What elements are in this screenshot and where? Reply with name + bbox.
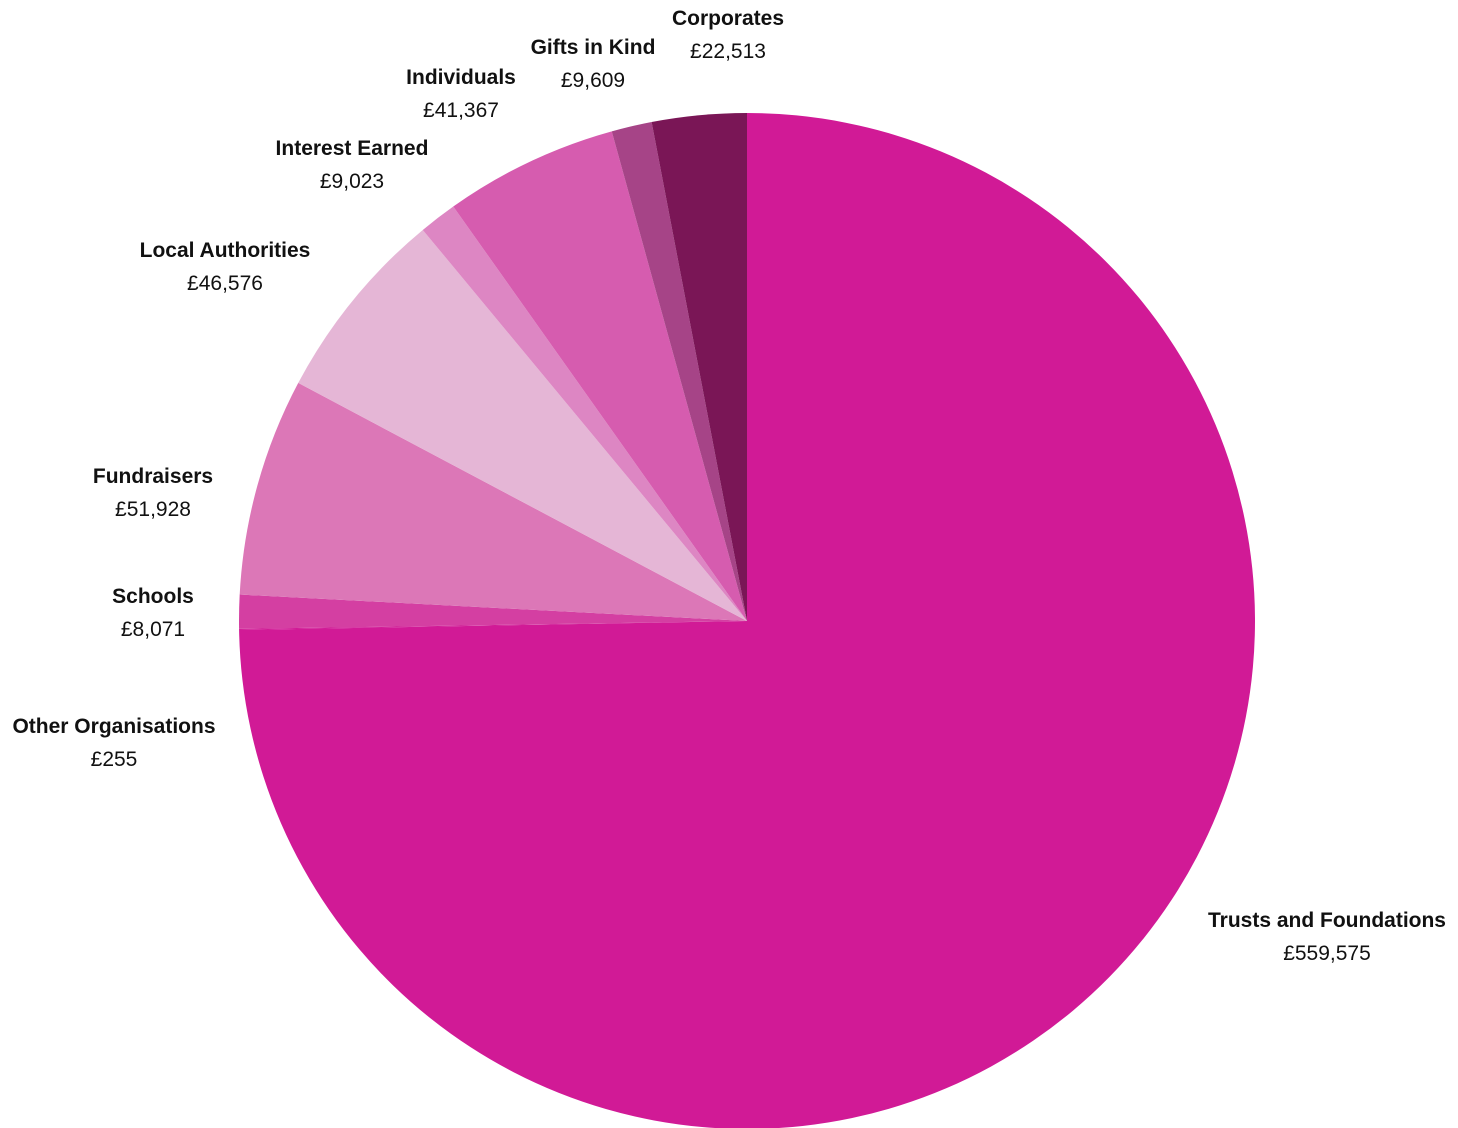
pie-slices: [238, 113, 1255, 1128]
slice-label-name: Fundraisers: [93, 465, 213, 488]
slice-label-value: £8,071: [121, 618, 185, 641]
pie-slice: [611, 122, 747, 621]
slice-label-value: £9,023: [320, 170, 384, 193]
slice-label-value: £22,513: [690, 40, 766, 63]
slice-label-name: Other Organisations: [12, 715, 215, 738]
slice-labels: Trusts and Foundations £559,575 Other Orga…: [12, 7, 1446, 965]
slice-label-name: Interest Earned: [276, 137, 429, 160]
slice-label-value: £41,367: [423, 99, 499, 122]
pie-slice: [239, 113, 1255, 1128]
slice-label-value: £559,575: [1283, 942, 1371, 965]
slice-label-name: Trusts and Foundations: [1208, 909, 1446, 932]
pie-slice: [422, 206, 747, 621]
pie-slice: [651, 113, 747, 621]
slice-label-value: £255: [91, 748, 138, 771]
slice-label-value: £51,928: [115, 498, 191, 521]
slice-label-name: Schools: [112, 585, 194, 608]
slice-label-name: Gifts in Kind: [531, 36, 656, 59]
pie-slice: [298, 229, 747, 621]
pie-slice: [239, 621, 747, 630]
slice-label-name: Corporates: [672, 7, 784, 30]
slice-label-name: Local Authorities: [140, 239, 311, 262]
pie-slice: [239, 382, 747, 621]
pie-slice: [238, 594, 747, 629]
slice-label-value: £9,609: [561, 69, 625, 92]
slice-label-value: £46,576: [187, 272, 263, 295]
pie-slice: [453, 131, 747, 621]
slice-label-name: Individuals: [406, 66, 516, 89]
